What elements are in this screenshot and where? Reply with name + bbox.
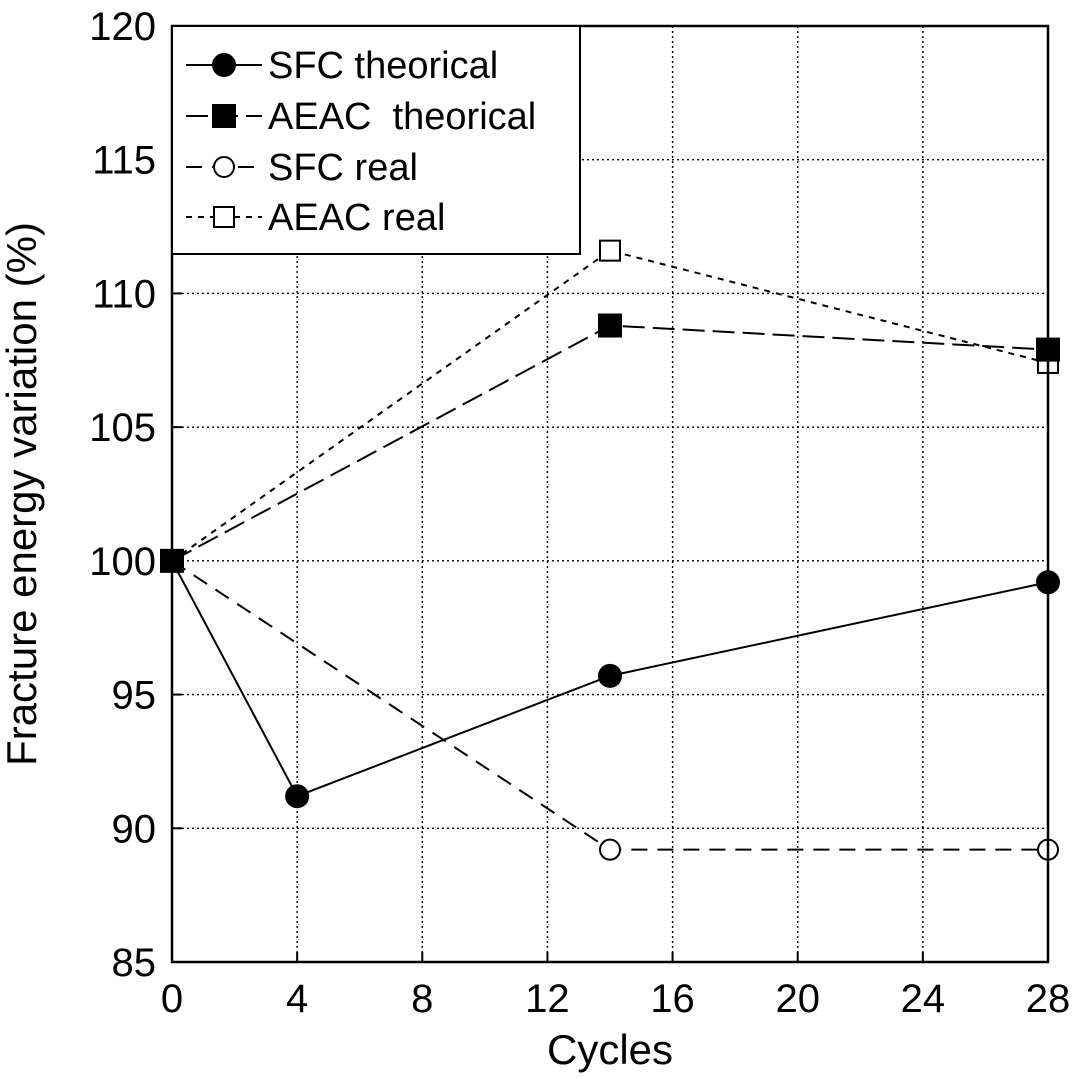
grid — [172, 26, 1048, 962]
y-tick-label: 85 — [112, 941, 157, 985]
data-point-series-1 — [598, 313, 622, 338]
data-point-series-2 — [599, 838, 621, 861]
x-axis-title: Cycles — [547, 1026, 673, 1073]
x-tick-label: 12 — [525, 977, 570, 1021]
series-line-0 — [171, 560, 1049, 798]
data-point-series-0 — [285, 784, 310, 809]
y-tick-label: 90 — [112, 807, 157, 851]
x-tick-label: 24 — [901, 977, 946, 1021]
legend-label-2: SFC real — [268, 147, 418, 189]
y-tick-label: 115 — [92, 139, 156, 183]
x-tick-label: 4 — [286, 977, 308, 1021]
y-axis-ticks: 85 90 95 100 105 110 115 120 — [89, 5, 182, 985]
legend-marker-1 — [212, 104, 236, 128]
legend: SFC theorical AEAC theorical SFC real AEAC … — [171, 25, 581, 255]
data-point-series-3 — [599, 239, 621, 262]
series-line-1 — [171, 324, 1049, 562]
y-tick-label: 95 — [112, 674, 157, 718]
legend-label-0: SFC theorical — [268, 45, 498, 87]
x-tick-label: 28 — [1026, 977, 1071, 1021]
y-tick-label: 110 — [92, 272, 156, 316]
x-tick-label: 20 — [775, 977, 820, 1021]
y-tick-label: 105 — [89, 406, 156, 450]
x-tick-label: 0 — [161, 977, 183, 1021]
legend-marker-2 — [213, 156, 235, 178]
x-tick-label: 8 — [411, 977, 433, 1021]
legend-label-1: AEAC theorical — [268, 96, 536, 138]
series-line-3 — [171, 249, 1049, 562]
data-point-series-0 — [598, 663, 622, 688]
y-axis-title: Fracture energy variation (%) — [0, 222, 45, 766]
legend-marker-3 — [213, 206, 235, 228]
x-tick-label: 16 — [650, 977, 695, 1021]
plot-frame — [170, 24, 1050, 964]
y-tick-label: 100 — [89, 540, 156, 584]
y-tick-label: 120 — [89, 5, 156, 49]
legend-marker-0 — [212, 53, 236, 77]
x-axis-ticks: 0 4 8 12 16 20 24 28 — [161, 952, 1070, 1021]
series-lines — [160, 239, 1060, 861]
legend-label-3: AEAC real — [268, 197, 445, 239]
